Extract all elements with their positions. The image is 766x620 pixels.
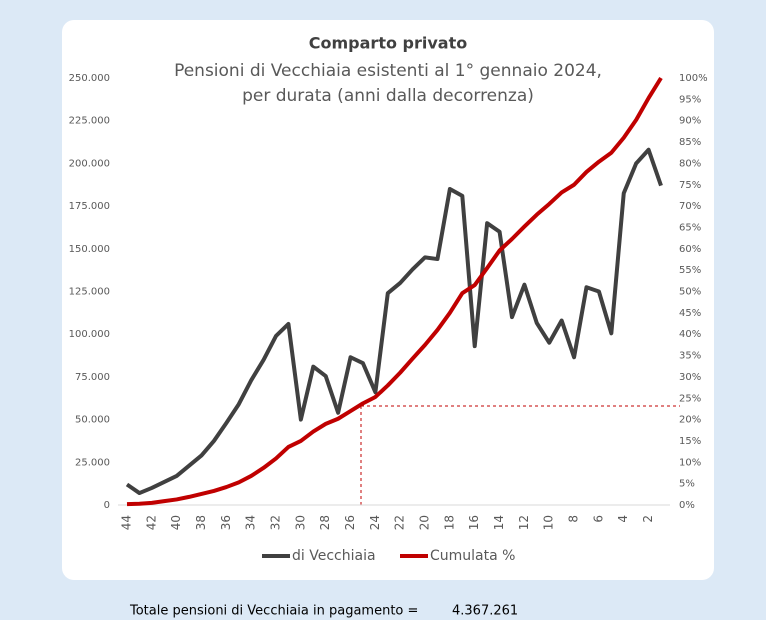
y2-tick-label: 15% xyxy=(679,436,701,447)
y2-tick-label: 35% xyxy=(679,351,701,362)
y-tick-label: 25.000 xyxy=(75,457,110,468)
y2-tick-label: 20% xyxy=(679,415,701,426)
footer-label: Totale pensioni di Vecchiaia in pagament… xyxy=(129,604,418,619)
y2-tick-label: 80% xyxy=(679,158,701,169)
x-tick-label: 24 xyxy=(368,515,382,530)
y2-tick-label: 45% xyxy=(679,308,701,319)
series-line xyxy=(126,76,663,507)
chart-title: Comparto privato xyxy=(309,34,467,53)
y2-tick-label: 95% xyxy=(679,94,701,105)
x-tick-label: 12 xyxy=(517,515,531,530)
x-tick-label: 44 xyxy=(120,515,134,530)
y2-tick-label: 40% xyxy=(679,329,701,340)
series-line xyxy=(125,147,663,496)
y2-tick-label: 30% xyxy=(679,372,701,383)
x-tick-label: 32 xyxy=(269,515,283,530)
x-tick-label: 6 xyxy=(591,515,605,523)
x-tick-label: 38 xyxy=(194,515,208,530)
x-tick-label: 34 xyxy=(244,515,258,530)
x-tick-label: 36 xyxy=(219,515,233,530)
y-tick-label: 200.000 xyxy=(69,158,110,169)
x-tick-label: 16 xyxy=(467,515,481,530)
x-tick-label: 8 xyxy=(567,515,581,523)
y-tick-label: 150.000 xyxy=(69,244,110,255)
chart-subtitle: Pensioni di Vecchiaia esistenti al 1° ge… xyxy=(174,61,602,81)
footer-total: 4.367.261 xyxy=(452,604,518,619)
y-tick-label: 125.000 xyxy=(69,287,110,298)
y-tick-label: 100.000 xyxy=(69,329,110,340)
y2-tick-label: 100% xyxy=(679,73,708,84)
y2-tick-label: 60% xyxy=(679,244,701,255)
y2-tick-label: 55% xyxy=(679,265,701,276)
x-tick-label: 18 xyxy=(442,515,456,530)
y2-tick-label: 25% xyxy=(679,393,701,404)
x-tick-label: 4 xyxy=(616,515,630,523)
x-tick-label: 14 xyxy=(492,515,506,530)
y-tick-label: 225.000 xyxy=(69,116,110,127)
y2-tick-label: 0% xyxy=(679,500,695,511)
x-tick-label: 42 xyxy=(144,515,158,530)
x-tick-label: 26 xyxy=(343,515,357,530)
x-tick-label: 22 xyxy=(393,515,407,530)
y2-tick-label: 75% xyxy=(679,180,701,191)
x-tick-label: 20 xyxy=(418,515,432,530)
x-tick-label: 10 xyxy=(542,515,556,530)
x-tick-label: 30 xyxy=(293,515,307,530)
y2-tick-label: 85% xyxy=(679,137,701,148)
y2-tick-label: 70% xyxy=(679,201,701,212)
y2-tick-label: 50% xyxy=(679,287,701,298)
y2-tick-label: 90% xyxy=(679,116,701,127)
legend-label: di Vecchiaia xyxy=(292,548,376,564)
y-tick-label: 175.000 xyxy=(69,201,110,212)
y2-tick-label: 10% xyxy=(679,457,701,468)
x-tick-label: 28 xyxy=(318,515,332,530)
y2-tick-label: 65% xyxy=(679,222,701,233)
y-tick-label: 250.000 xyxy=(69,73,110,84)
y-tick-label: 0 xyxy=(104,500,110,511)
chart-subtitle: per durata (anni dalla decorrenza) xyxy=(242,86,534,106)
y-tick-label: 50.000 xyxy=(75,415,110,426)
y-tick-label: 75.000 xyxy=(75,372,110,383)
legend-label: Cumulata % xyxy=(430,548,515,564)
y2-tick-label: 5% xyxy=(679,479,695,490)
x-tick-label: 40 xyxy=(169,515,183,530)
x-tick-label: 2 xyxy=(641,515,655,523)
